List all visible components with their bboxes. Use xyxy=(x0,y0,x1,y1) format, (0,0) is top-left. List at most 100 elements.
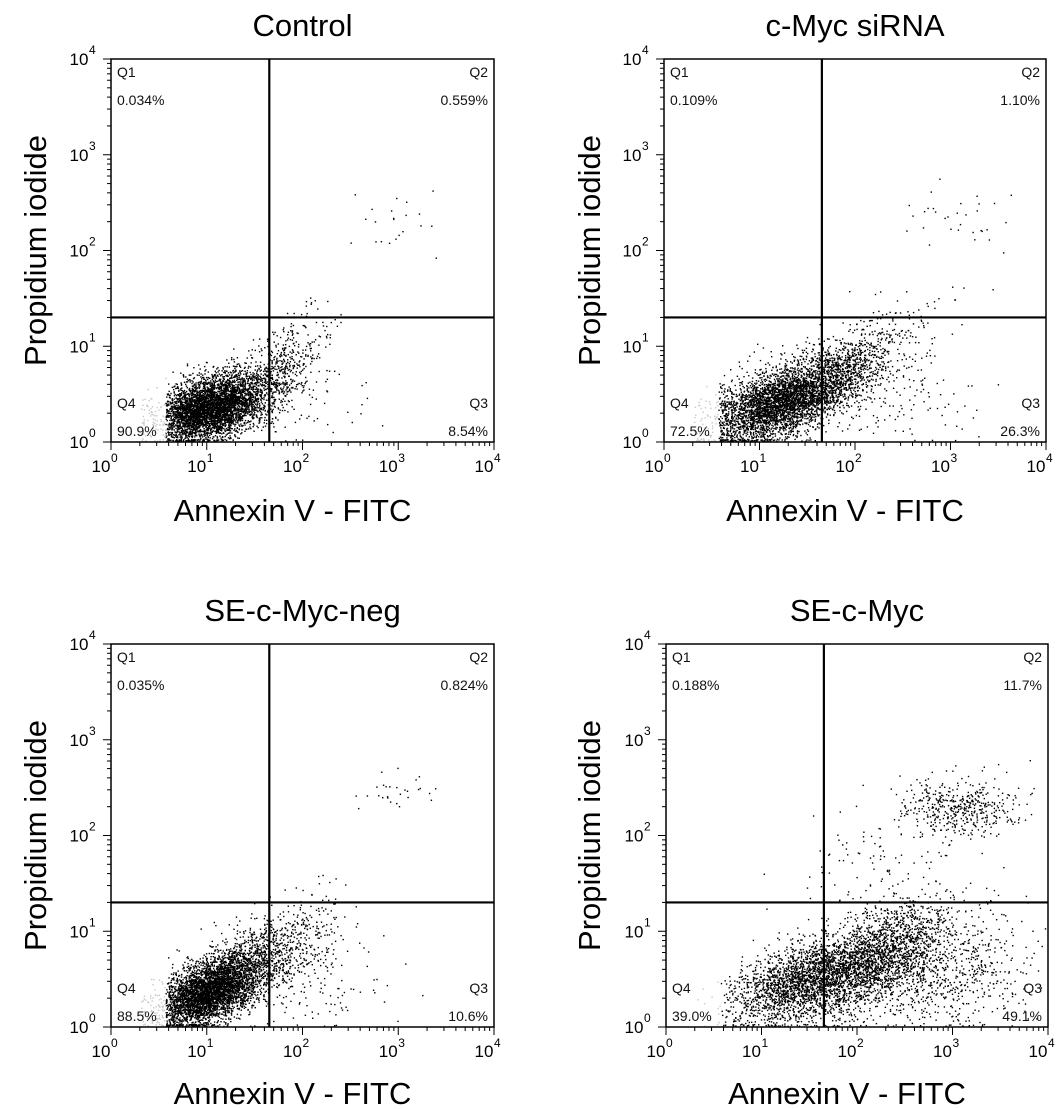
event-dot xyxy=(180,410,182,412)
event-dot xyxy=(220,405,222,407)
event-dot xyxy=(220,410,222,413)
event-dot xyxy=(256,399,258,401)
event-dot xyxy=(232,396,234,398)
event-dot xyxy=(244,399,246,401)
event-dot xyxy=(179,396,181,398)
event-dot xyxy=(235,409,237,411)
event-dot xyxy=(247,398,249,401)
event-dot xyxy=(269,380,272,382)
event-dot xyxy=(230,424,232,426)
event-dot xyxy=(302,386,305,389)
event-dot xyxy=(207,439,210,441)
event-dot xyxy=(231,380,234,382)
event-dot xyxy=(246,388,248,390)
event-dot xyxy=(310,302,313,304)
event-dot xyxy=(240,416,242,418)
event-dot xyxy=(234,434,236,436)
event-dot xyxy=(201,406,203,409)
event-dot xyxy=(221,426,223,428)
event-dot xyxy=(195,428,198,430)
event-dot xyxy=(313,341,315,343)
event-dot xyxy=(174,425,176,427)
event-dot xyxy=(212,380,214,382)
event-dot xyxy=(184,408,187,410)
event-dot xyxy=(282,398,284,400)
event-dot xyxy=(199,431,201,433)
event-dot xyxy=(241,390,243,392)
event-dot xyxy=(176,415,178,417)
event-dot xyxy=(202,438,205,441)
event-dot xyxy=(256,400,258,402)
event-dot xyxy=(211,376,214,378)
event-dot xyxy=(216,394,218,397)
event-dot xyxy=(301,356,303,358)
event-dot xyxy=(228,414,230,416)
event-dot xyxy=(165,434,167,437)
event-dot xyxy=(218,406,221,408)
event-dot xyxy=(257,374,259,377)
event-dot xyxy=(212,404,214,406)
event-dot xyxy=(254,398,257,400)
event-dot xyxy=(192,396,194,399)
event-dot xyxy=(276,371,279,374)
event-dot xyxy=(168,415,170,417)
event-dot xyxy=(242,400,244,403)
event-dot xyxy=(204,365,206,368)
event-dot xyxy=(246,399,249,401)
event-dot xyxy=(210,392,213,395)
event-dot xyxy=(287,359,289,361)
event-dot xyxy=(249,400,251,402)
event-dot xyxy=(219,432,221,434)
event-dot xyxy=(220,395,222,397)
event-dot xyxy=(258,403,261,405)
event-dot xyxy=(218,421,220,423)
event-dot xyxy=(187,426,189,428)
event-dot xyxy=(169,408,171,410)
event-dot xyxy=(231,396,233,399)
event-dot xyxy=(242,404,244,406)
event-dot xyxy=(219,408,221,410)
event-dot xyxy=(259,378,261,380)
event-dot xyxy=(259,421,261,423)
event-dot xyxy=(185,390,188,393)
event-dot xyxy=(210,433,213,435)
event-dot xyxy=(245,409,248,411)
event-dot xyxy=(155,428,157,430)
event-dot xyxy=(167,403,169,405)
event-dot xyxy=(239,417,241,420)
event-dot xyxy=(205,401,207,403)
event-dot xyxy=(220,416,222,419)
event-dot xyxy=(209,434,211,437)
event-dot xyxy=(272,422,275,425)
event-dot xyxy=(248,393,250,395)
event-dot xyxy=(177,427,180,429)
event-dot xyxy=(183,425,186,428)
event-dot xyxy=(218,410,220,412)
event-dot xyxy=(266,381,269,383)
event-dot xyxy=(170,423,172,426)
event-dot xyxy=(198,430,200,432)
event-dot xyxy=(240,423,242,425)
event-dot xyxy=(177,386,179,388)
event-dot xyxy=(227,437,230,439)
event-dot xyxy=(189,419,192,421)
event-dot xyxy=(187,415,189,417)
event-dot xyxy=(243,422,245,424)
event-dot xyxy=(233,400,235,402)
event-dot xyxy=(302,349,304,351)
event-dot xyxy=(271,388,273,390)
event-dot xyxy=(259,383,262,385)
event-dot xyxy=(191,405,194,407)
event-dot xyxy=(229,400,231,402)
event-dot xyxy=(277,360,279,362)
event-dot xyxy=(277,419,279,421)
event-dot xyxy=(256,379,258,382)
event-dot xyxy=(226,388,228,391)
event-dot xyxy=(153,424,155,427)
event-dot xyxy=(194,429,196,431)
event-dot xyxy=(246,382,249,384)
event-dot xyxy=(264,381,266,383)
event-dot xyxy=(280,370,282,372)
event-dot xyxy=(184,402,187,405)
event-dot xyxy=(172,412,174,414)
